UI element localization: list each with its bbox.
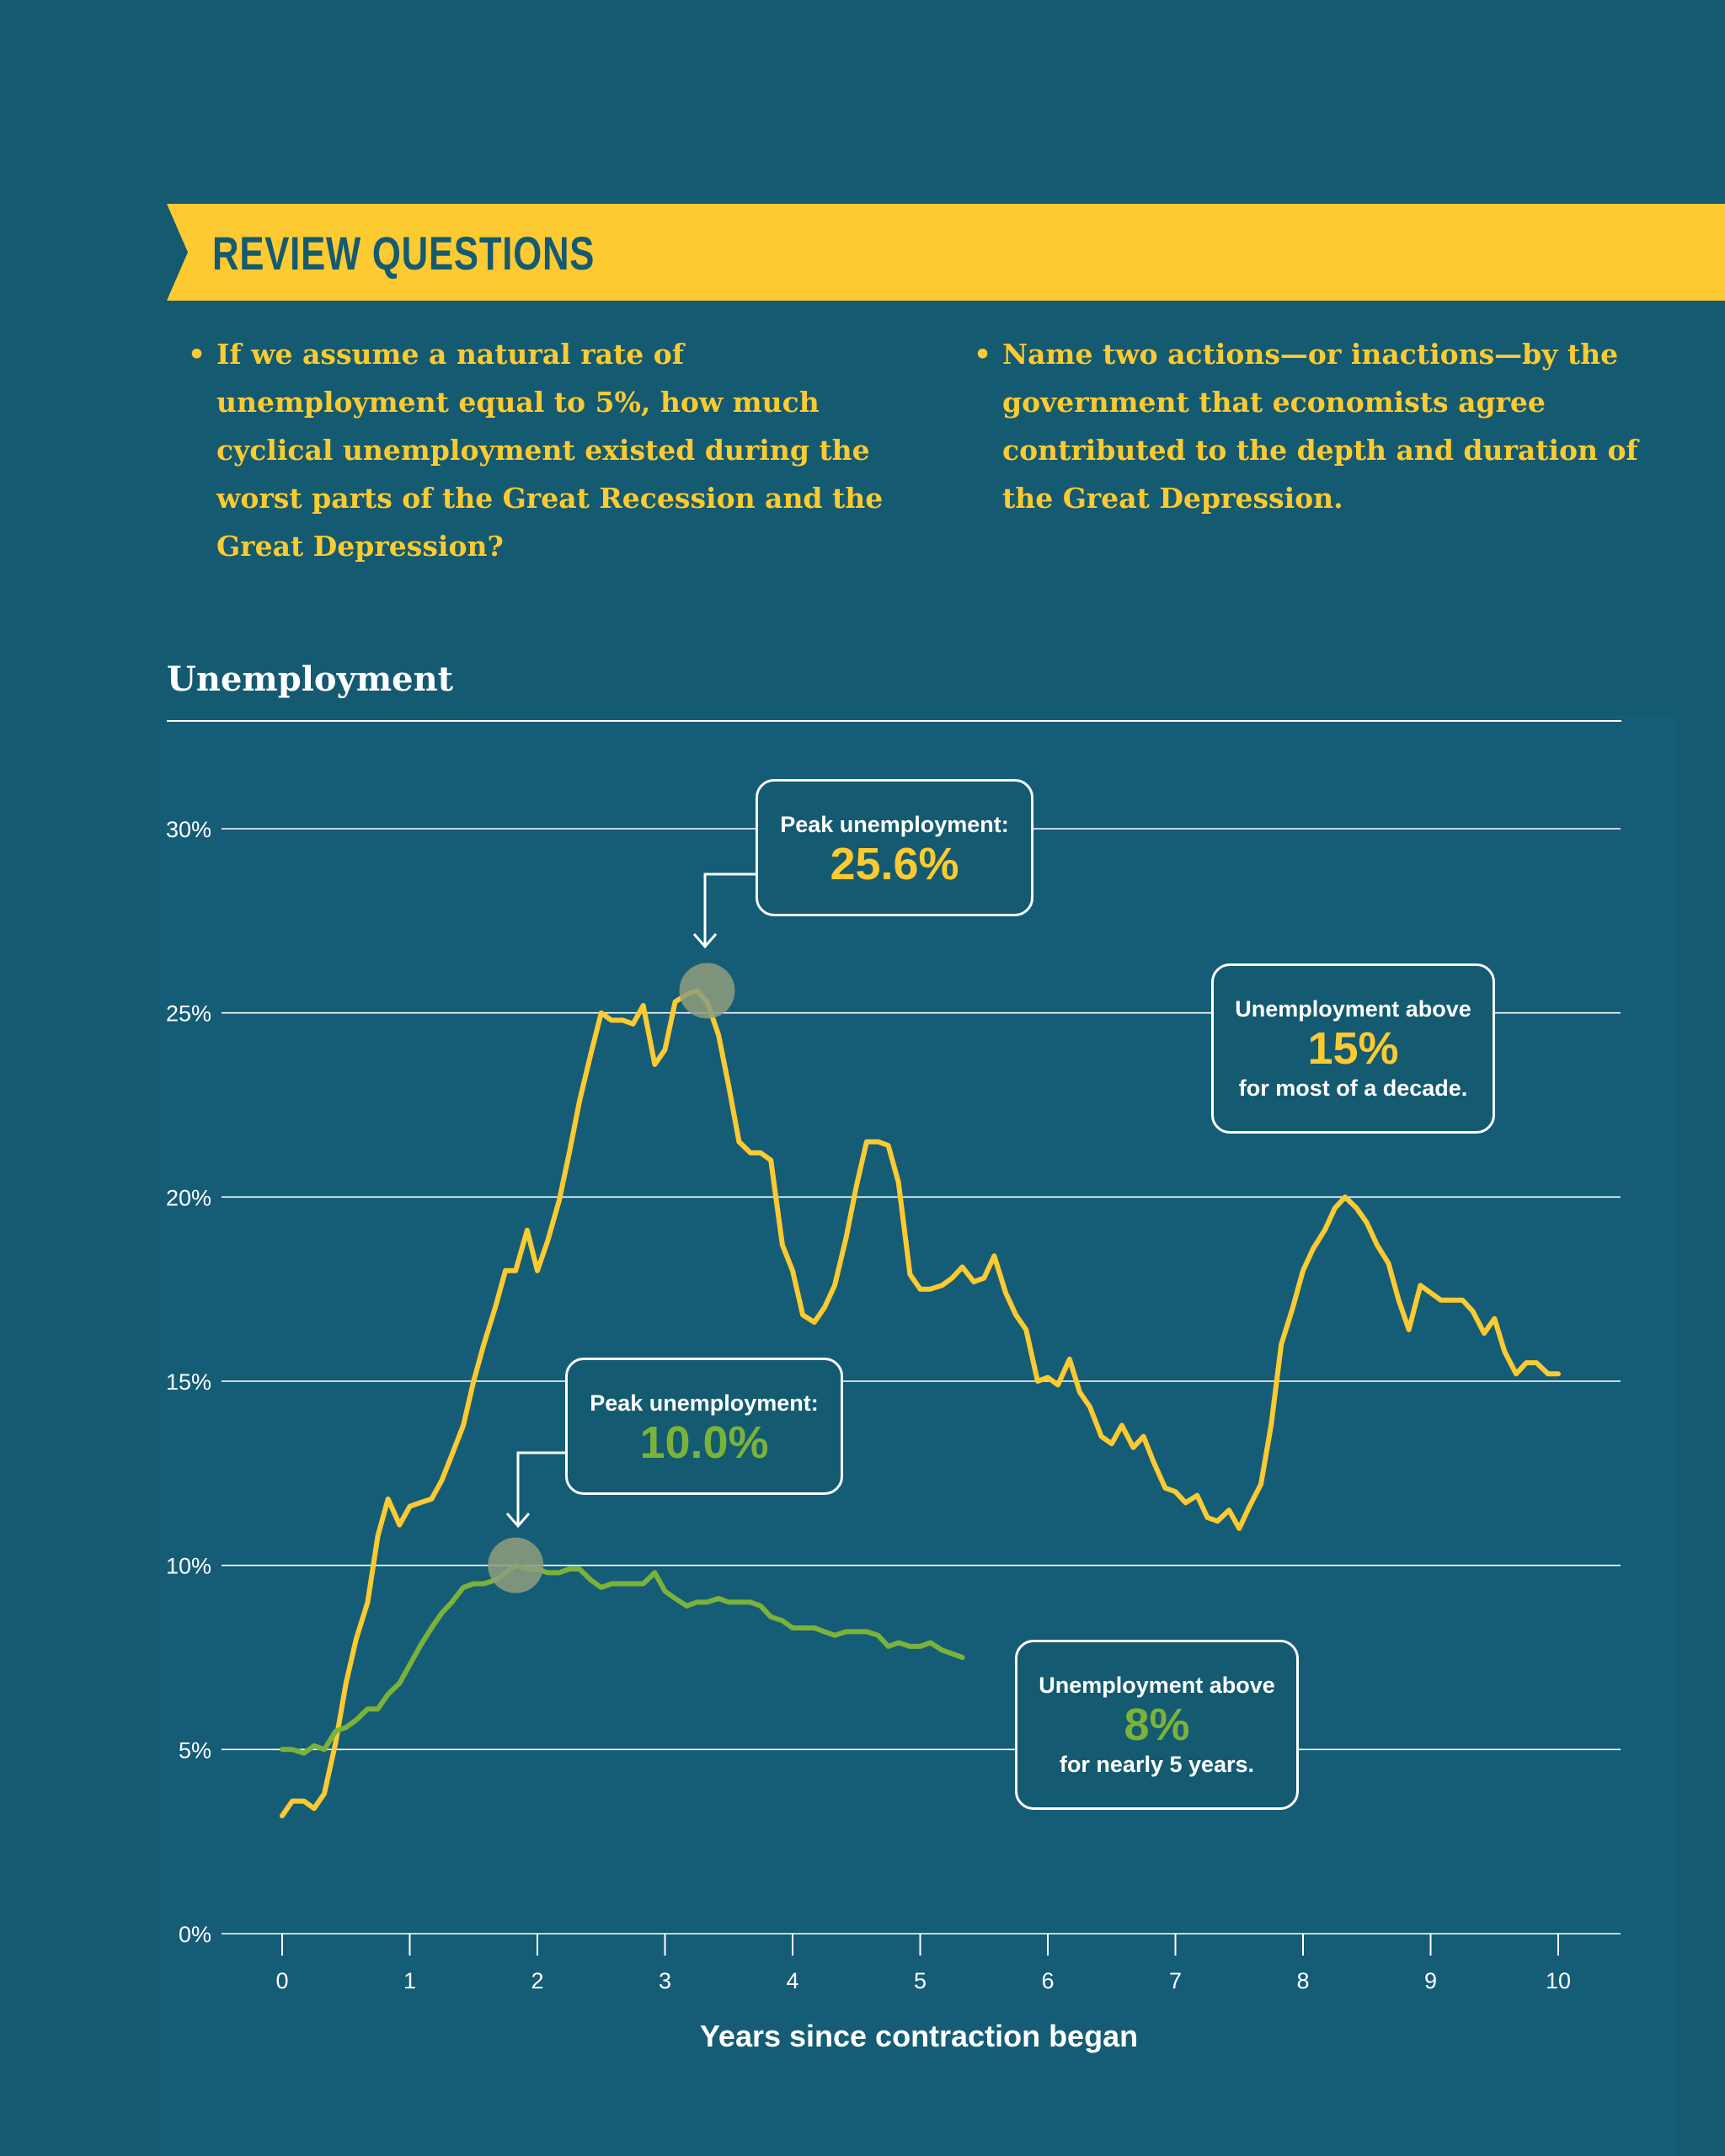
series-line-great-depression: [280, 988, 1561, 1819]
callout-gd-peak-value: 25.6%: [830, 839, 959, 889]
callout-gd-duration-label: Unemployment above: [1235, 996, 1471, 1022]
x-axis-title: Years since contraction began: [700, 2019, 1138, 2053]
arrowhead-icon-gr-peak: [505, 1513, 531, 1529]
y-tick-label: 0%: [179, 1922, 211, 1947]
y-tick-label: 30%: [166, 817, 211, 842]
review-questions-banner: [167, 204, 1725, 301]
bullet-icon: •: [974, 338, 992, 371]
callout-gr-duration-note: for nearly 5 years.: [1059, 1752, 1255, 1777]
callout-gd-duration-value: 15%: [1307, 1023, 1399, 1074]
banner-title: REVIEW QUESTIONS: [212, 227, 595, 280]
callout-gd-peak-label: Peak unemployment:: [780, 812, 1009, 837]
arrowhead-icon-gd-peak: [692, 933, 718, 949]
x-tick-label: 5: [914, 1968, 927, 1993]
callout-gd-duration-note: for most of a decade.: [1238, 1075, 1468, 1101]
callout-gd-peak: Peak unemployment: 25.6%: [756, 779, 1033, 916]
x-tick-label: 2: [531, 1968, 543, 1993]
peak-marker-great-recession: [488, 1537, 544, 1593]
callout-gr-peak: Peak unemployment: 10.0%: [565, 1358, 843, 1495]
callout-gr-duration-label: Unemployment above: [1039, 1673, 1275, 1698]
callout-gr-peak-value: 10.0%: [639, 1417, 769, 1468]
review-question-1-text: If we assume a natural rate of unemploym…: [216, 338, 884, 563]
x-tick-label: 0: [275, 1968, 288, 1993]
bullet-icon: •: [188, 338, 206, 371]
x-tick-label: 10: [1546, 1968, 1571, 1993]
y-tick-label: 20%: [166, 1185, 211, 1210]
y-tick-label: 25%: [166, 1001, 211, 1027]
callout-gr-duration: Unemployment above 8% for nearly 5 years…: [1015, 1640, 1299, 1810]
y-tick-label: 5%: [179, 1737, 211, 1763]
review-question-2: • Name two actions—or inactions—by the g…: [974, 330, 1693, 522]
x-tick-label: 1: [403, 1968, 416, 1993]
series-line-great-recession: [280, 1562, 965, 1756]
callout-gr-peak-label: Peak unemployment:: [590, 1390, 819, 1416]
x-tick-label: 4: [786, 1968, 798, 1993]
review-question-2-text: Name two actions—or inactions—by the gov…: [1002, 338, 1638, 515]
x-tick-label: 3: [659, 1968, 671, 1993]
x-tick-label: 8: [1296, 1968, 1309, 1993]
y-tick-label: 10%: [166, 1554, 211, 1579]
x-tick-label: 6: [1041, 1968, 1054, 1993]
x-tick-label: 9: [1424, 1968, 1437, 1993]
connector-gd-peak: [703, 873, 756, 947]
chart-panel-background: [160, 716, 1676, 2156]
chart-title: Unemployment: [167, 659, 454, 699]
callout-gr-duration-value: 8%: [1124, 1700, 1190, 1750]
callout-gd-duration: Unemployment above 15% for most of a dec…: [1211, 963, 1495, 1134]
x-tick-label: 7: [1169, 1968, 1182, 1993]
connector-gr-peak: [516, 1451, 565, 1526]
peak-marker-great-depression: [679, 963, 735, 1019]
y-tick-label: 15%: [166, 1369, 211, 1395]
review-question-1: • If we assume a natural rate of unemplo…: [188, 330, 907, 570]
